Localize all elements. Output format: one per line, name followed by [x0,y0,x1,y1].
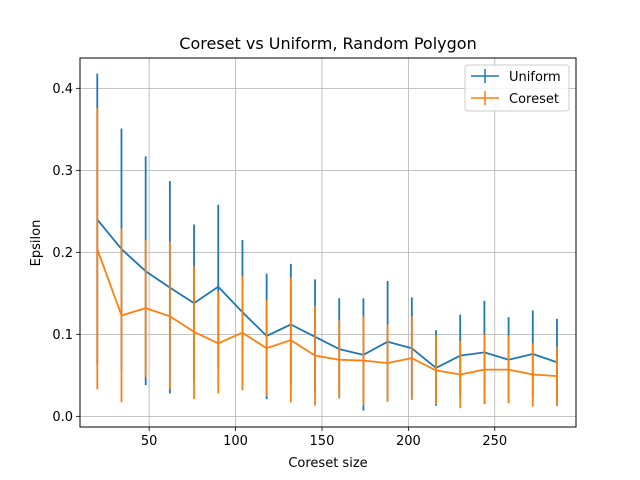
series-layer [96,73,558,411]
axis-ticks: 50 100 150 200 250 0.0 0.1 0.2 0.3 0.4 [52,82,507,449]
y-tick-label: 0.0 [52,410,73,425]
chart-title: Coreset vs Uniform, Random Polygon [179,34,476,53]
legend: Uniform Coreset [464,64,570,112]
series-line-uniform [96,218,558,369]
x-tick-label: 150 [310,434,335,449]
legend-label-uniform: Uniform [509,70,561,85]
y-tick-label: 0.3 [52,164,73,179]
legend-label-coreset: Coreset [509,92,559,107]
x-tick-label: 50 [141,434,158,449]
series-coreset [96,108,558,409]
y-tick-label: 0.1 [52,328,73,343]
y-axis-label: Epsilon [29,220,44,267]
x-tick-label: 250 [482,434,507,449]
series-line-coreset [96,248,558,378]
y-tick-label: 0.2 [52,246,73,261]
x-axis-label: Coreset size [288,456,367,471]
x-tick-label: 200 [396,434,421,449]
plot-frame [79,57,577,428]
y-tick-label: 0.4 [52,82,73,97]
x-tick-label: 100 [223,434,248,449]
